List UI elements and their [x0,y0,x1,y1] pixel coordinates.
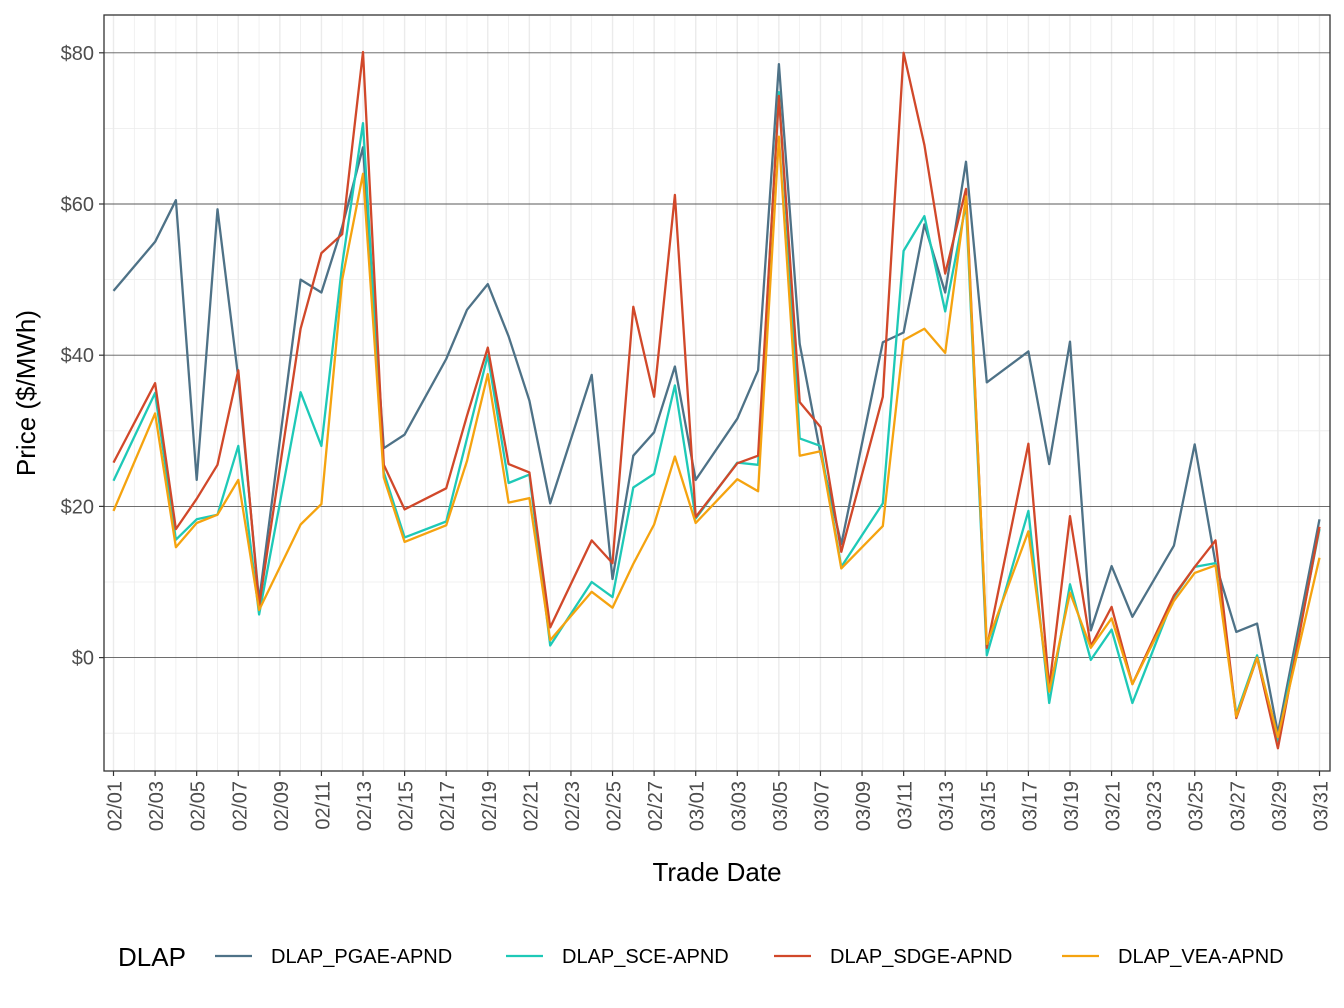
plot-border [103,14,1331,772]
y-tick-label: $60 [61,194,94,216]
x-tick-label: 02/19 [479,781,501,831]
y-tick-label: $0 [72,648,94,670]
x-tick-label: 02/03 [146,781,168,831]
x-tick-label: 03/07 [811,781,833,831]
x-tick-label: 02/09 [271,781,293,831]
series-line-DLAP_VEA-APND [112,135,1321,739]
x-tick-label: 02/01 [105,781,127,831]
legend-label-DLAP_SDGE-APND: DLAP_SDGE-APND [830,946,1012,968]
x-tick-label: 02/07 [229,781,251,831]
x-tick-label: 02/11 [312,781,334,830]
x-tick-label: 02/05 [188,781,210,831]
x-axis: 02/01 02/03 02/05 02/07 02/09 02/11 02/13 02/15… [105,771,1333,831]
legend-label-DLAP_SCE-APND: DLAP_SCE-APND [562,946,729,968]
y-tick-label: $40 [61,345,94,367]
y-axis: $0 $20 $40 $60 $80 [61,43,104,670]
x-tick-label: 02/23 [562,781,584,831]
x-tick-label: 03/11 [895,781,917,830]
x-tick-label: 03/21 [1103,781,1125,831]
x-tick-label: 02/13 [354,781,376,831]
x-tick-label: 03/23 [1144,781,1166,831]
x-tick-label: 03/09 [853,781,875,831]
y-tick-label: $20 [61,496,94,518]
x-tick-label: 03/17 [1019,781,1041,831]
x-tick-label: 03/05 [770,781,792,831]
y-tick-label: $80 [61,43,94,65]
x-tick-label: 02/17 [437,781,459,831]
x-tick-label: 02/21 [520,781,542,831]
series-line-DLAP_SDGE-APND [112,50,1321,750]
x-tick-label: 03/01 [687,781,709,831]
x-tick-label: 03/19 [1061,781,1083,831]
y-axis-title: Price ($/MWh) [11,310,41,476]
x-tick-label: 03/27 [1227,781,1249,831]
x-tick-label: 02/27 [645,781,667,831]
plot-background [104,15,1330,771]
x-tick-label: 02/25 [604,781,626,831]
x-axis-title: Trade Date [652,857,781,887]
legend-title: DLAP [118,942,186,972]
legend: DLAP DLAP_PGAE-APND DLAP_SCE-APND DLAP_SDG… [118,942,1284,972]
x-tick-label: 03/29 [1269,781,1291,831]
legend-label-DLAP_PGAE-APND: DLAP_PGAE-APND [271,946,452,968]
x-tick-label: 03/13 [936,781,958,831]
x-tick-label: 03/25 [1186,781,1208,831]
x-tick-label: 02/15 [396,781,418,831]
series-lines [112,50,1321,750]
legend-label-DLAP_VEA-APND: DLAP_VEA-APND [1118,946,1284,968]
x-tick-label: 03/15 [978,781,1000,831]
x-tick-label: 03/31 [1311,781,1333,831]
x-tick-label: 03/03 [728,781,750,831]
series-line-DLAP_PGAE-APND [112,62,1321,735]
